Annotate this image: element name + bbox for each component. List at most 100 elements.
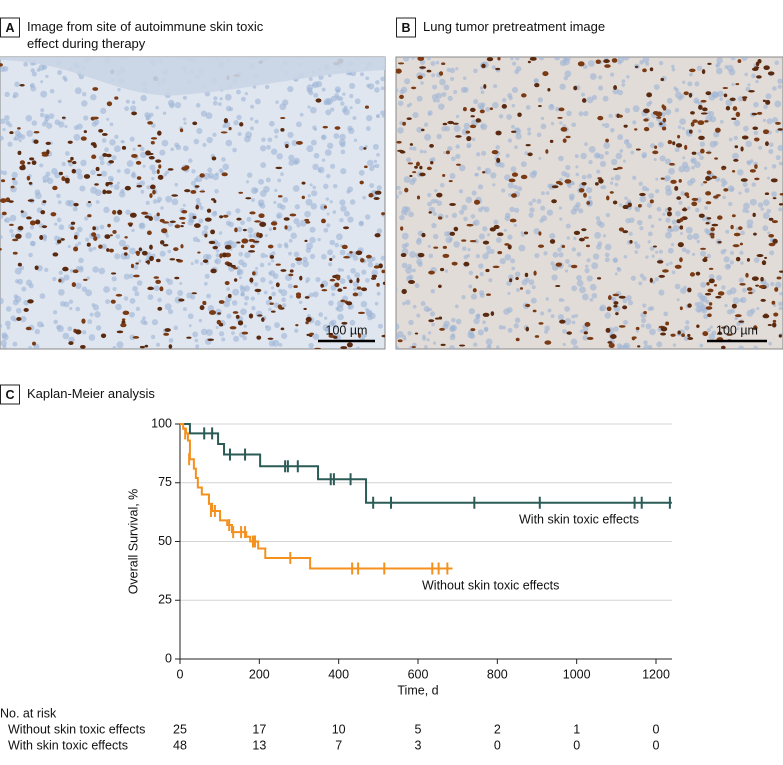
cell (125, 99, 131, 104)
cell (36, 321, 44, 328)
cell (427, 201, 432, 207)
cell (484, 169, 488, 174)
stained-cell (475, 118, 482, 123)
stained-cell (722, 87, 728, 90)
cell (219, 97, 223, 101)
stained-cell (17, 262, 22, 267)
cell (21, 286, 27, 292)
cell (114, 253, 121, 260)
series-label: Without skin toxic effects (422, 578, 559, 592)
cell (39, 163, 44, 168)
cell (642, 303, 647, 308)
cell (416, 126, 423, 133)
stained-cell (233, 278, 238, 282)
cell (461, 128, 469, 136)
cell (330, 95, 337, 102)
stained-cell (138, 247, 143, 252)
cell (468, 270, 474, 276)
cell (225, 220, 231, 226)
cell (231, 331, 235, 336)
stained-cell (329, 278, 336, 282)
stained-cell (698, 104, 703, 110)
cell (581, 92, 586, 97)
stained-cell (248, 313, 254, 319)
cell (449, 325, 456, 333)
cell (321, 87, 326, 92)
cell (264, 84, 270, 90)
stained-cell (511, 130, 517, 133)
stained-cell (755, 284, 760, 287)
cell (726, 326, 730, 330)
cell (321, 158, 326, 162)
cell (165, 288, 173, 296)
cell (591, 94, 598, 100)
cell (95, 325, 102, 331)
stained-cell (691, 151, 697, 155)
cell (663, 311, 669, 317)
stained-cell (332, 275, 337, 278)
cell (272, 339, 280, 347)
cell (83, 115, 89, 121)
cell (423, 150, 427, 154)
cell (645, 61, 650, 66)
cell (347, 216, 354, 223)
cell (455, 318, 462, 325)
cell (427, 244, 431, 248)
stained-cell (249, 244, 255, 249)
cell (658, 217, 662, 222)
cell (431, 73, 436, 78)
cell (604, 150, 609, 155)
cell (340, 149, 346, 155)
cell (202, 142, 207, 148)
stained-cell (465, 130, 471, 134)
cell (65, 200, 72, 207)
cell (449, 76, 455, 82)
cell (561, 298, 565, 302)
cell (408, 274, 414, 280)
cell (575, 165, 579, 169)
cell (627, 300, 634, 306)
cell (681, 126, 685, 131)
cell (515, 57, 520, 61)
stained-cell (739, 282, 746, 286)
cell (662, 212, 666, 216)
cell (212, 100, 218, 106)
cell (678, 200, 683, 205)
stained-cell (473, 199, 481, 205)
cell (443, 231, 450, 237)
cell (177, 290, 184, 296)
risk-count: 7 (335, 738, 342, 752)
stained-cell (509, 218, 517, 223)
cell (92, 246, 97, 251)
cell (129, 247, 136, 255)
stained-cell (31, 160, 37, 166)
cell (568, 264, 572, 268)
stained-cell (1, 211, 7, 216)
cell (538, 156, 542, 160)
cell (354, 272, 361, 279)
cell (139, 180, 146, 186)
cell (736, 321, 741, 327)
stained-cell (762, 99, 766, 103)
stained-cell (206, 208, 212, 213)
stained-cell (596, 277, 602, 280)
stained-cell (705, 201, 712, 205)
cell (44, 113, 50, 119)
stained-cell (280, 128, 285, 132)
stained-cell (411, 345, 416, 349)
stained-cell (527, 60, 531, 64)
cell (540, 116, 545, 121)
cell (733, 135, 738, 141)
stained-cell (83, 278, 88, 281)
stained-cell (549, 139, 554, 143)
stained-cell (130, 263, 134, 269)
cell (45, 171, 51, 177)
cell (430, 288, 436, 294)
cell (492, 183, 496, 187)
stained-cell (159, 218, 165, 223)
cell (501, 188, 506, 193)
cell (715, 177, 721, 182)
cell (280, 172, 284, 177)
stained-cell (583, 236, 589, 239)
cell (634, 250, 639, 254)
